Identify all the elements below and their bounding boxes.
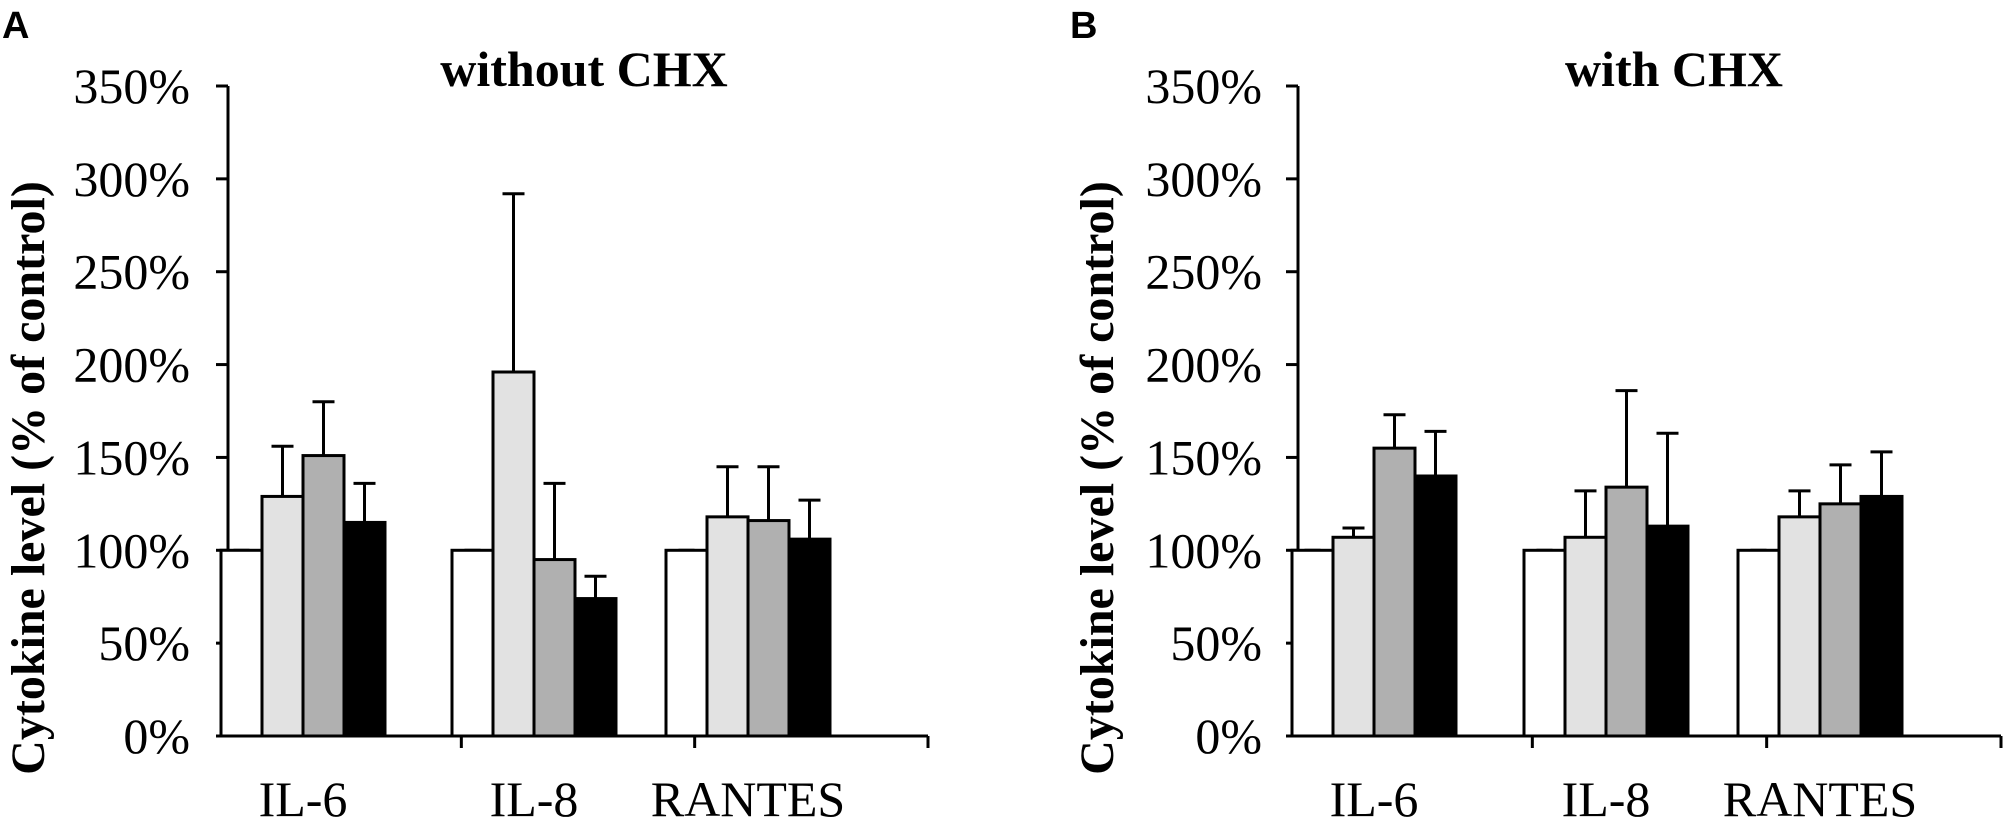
bar-b-rantes-s2 [1777, 515, 1822, 738]
y-tick-label-a-0: 0% [123, 708, 190, 764]
bar-b-rantes-s3 [1818, 502, 1863, 738]
bar-b-il-6-s3 [1372, 446, 1417, 738]
x-tick-label-a-il-8: IL-8 [490, 771, 579, 821]
y-tick-label-a-350: 350% [73, 58, 190, 114]
chart-title-a: without CHX [440, 41, 728, 97]
y-tick-label-a-100: 100% [73, 522, 190, 578]
axes-b: 0% 50% 100% 150% 200% 250% 300% 350% IL-6 IL-8 RAN… [1145, 58, 2003, 821]
bar-b-il-8-s2 [1563, 535, 1608, 738]
y-tick-label-b-200: 200% [1145, 337, 1262, 393]
y-tick-label-b-300: 300% [1145, 151, 1262, 207]
bar-a-il-8-s1 [450, 548, 495, 738]
x-tick-label-b-il-6: IL-6 [1330, 771, 1419, 821]
y-tick-label-b-0: 0% [1195, 708, 1262, 764]
y-axis-label-b: Cytokine level (% of control) [1071, 181, 1124, 775]
panel-a: A without CHX Cytokine level (% of contr… [2, 5, 930, 821]
bar-b-il-8-s1 [1522, 548, 1567, 738]
bar-a-il-8-s3 [532, 558, 577, 738]
bar-b-il-6-s2 [1331, 535, 1376, 738]
bar-a-il-6-s3 [301, 454, 346, 738]
chart-title-b: with CHX [1565, 41, 1783, 97]
bar-b-il-6-s4 [1413, 474, 1458, 738]
y-tick-label-a-50: 50% [98, 615, 190, 671]
y-tick-label-a-300: 300% [73, 151, 190, 207]
bar-a-il-6-s2 [260, 494, 305, 738]
bar-a-il-8-s4 [573, 597, 618, 738]
bar-b-il-6-s1 [1290, 548, 1335, 738]
y-tick-label-b-150: 150% [1145, 429, 1262, 485]
panel-b: B with CHX Cytokine level (% of control)… [1070, 5, 2003, 821]
y-tick-label-a-200: 200% [73, 337, 190, 393]
bar-a-il-8-s2 [491, 370, 536, 738]
bar-a-rantes-s2 [705, 515, 750, 738]
x-tick-label-b-il-8: IL-8 [1562, 771, 1651, 821]
bar-b-rantes-s4 [1859, 494, 1904, 738]
bar-a-il-6-s4 [342, 520, 387, 738]
bar-b-il-8-s3 [1604, 485, 1649, 738]
x-tick-label-a-rantes: RANTES [651, 771, 845, 821]
bar-b-rantes-s1 [1736, 548, 1781, 738]
axes-a: 0% 50% 100% 150% 200% 250% 300% 350% IL-6 IL-8 RAN… [73, 58, 930, 821]
x-tick-label-b-rantes: RANTES [1723, 771, 1917, 821]
bars-b [1290, 389, 1904, 738]
bar-a-rantes-s3 [746, 519, 791, 738]
bar-b-il-8-s4 [1645, 524, 1690, 738]
bar-a-il-6-s1 [219, 548, 264, 738]
y-tick-label-b-100: 100% [1145, 522, 1262, 578]
y-axis-label-a: Cytokine level (% of control) [2, 181, 55, 775]
bar-a-rantes-s4 [787, 537, 832, 738]
x-tick-label-a-il-6: IL-6 [259, 771, 348, 821]
y-tick-label-b-250: 250% [1145, 244, 1262, 300]
panel-letter-a: A [2, 5, 29, 47]
y-tick-label-b-50: 50% [1170, 615, 1262, 671]
bars-a [219, 192, 832, 738]
y-tick-label-a-250: 250% [73, 244, 190, 300]
bar-a-rantes-s1 [664, 548, 709, 738]
y-tick-label-a-150: 150% [73, 429, 190, 485]
y-tick-label-b-350: 350% [1145, 58, 1262, 114]
panel-letter-b: B [1070, 5, 1097, 47]
